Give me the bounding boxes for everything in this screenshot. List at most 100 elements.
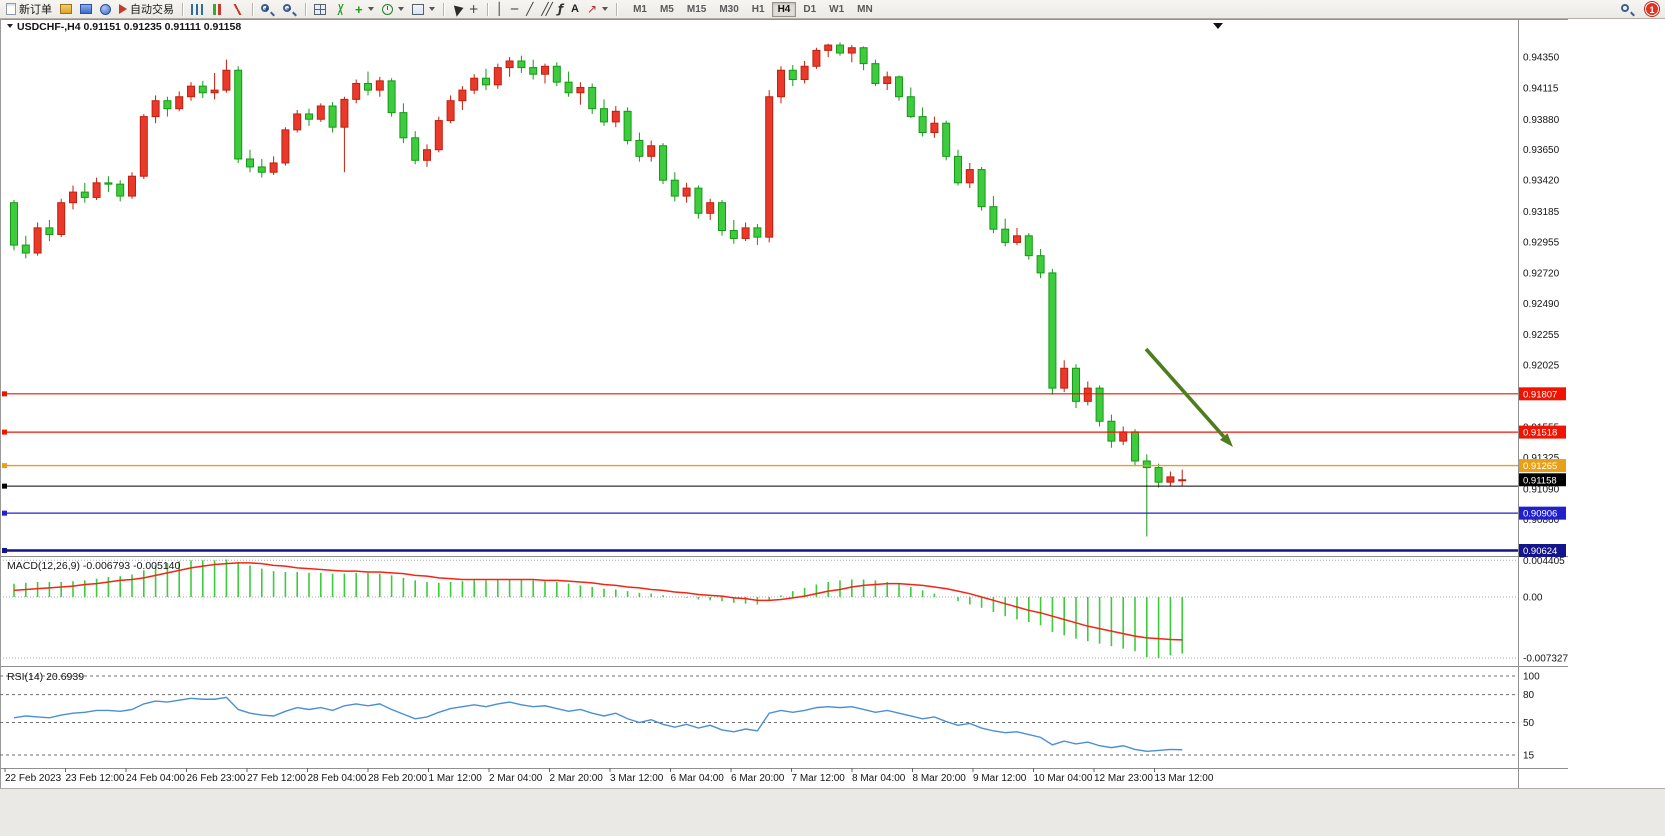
toolbar-separator xyxy=(305,2,306,16)
crosshair-button[interactable]: + xyxy=(468,2,479,16)
candle-body xyxy=(222,69,231,91)
time-axis-label: 6 Mar 04:00 xyxy=(671,773,725,784)
timeframe-d1[interactable]: D1 xyxy=(803,3,817,15)
hline-handle[interactable] xyxy=(2,510,7,516)
time-axis-label: 1 Mar 12:00 xyxy=(429,773,483,784)
timeframe-m1[interactable]: M1 xyxy=(633,3,647,15)
market-watch-button[interactable] xyxy=(76,1,96,18)
candlestick-chart-button[interactable] xyxy=(207,1,227,18)
candle-body xyxy=(788,69,797,81)
candle-body xyxy=(1072,367,1080,402)
symbol-dropdown-icon[interactable] xyxy=(7,24,13,28)
candle-body xyxy=(10,202,18,246)
indicators-button[interactable] xyxy=(330,1,351,18)
tile-windows-button[interactable] xyxy=(310,1,330,18)
candle-body xyxy=(611,110,620,123)
price-badge xyxy=(1519,425,1566,439)
price-axis-label: 0.94115 xyxy=(1523,84,1559,95)
trendline-button[interactable]: ╱ xyxy=(526,2,534,16)
toolbar-separator xyxy=(616,2,618,16)
timeframe-h4[interactable]: H4 xyxy=(771,1,797,17)
line-chart-button[interactable] xyxy=(227,1,248,18)
hline-handle[interactable] xyxy=(2,429,7,435)
channel-button[interactable]: ╱╱ xyxy=(541,2,553,16)
hline-handle[interactable] xyxy=(2,391,7,397)
timeframe-m5[interactable]: M5 xyxy=(659,3,674,15)
zoom-out-button[interactable]: − xyxy=(279,1,301,18)
period-button[interactable] xyxy=(378,1,408,18)
vertical-line-button[interactable]: │ xyxy=(495,2,503,16)
candle-body xyxy=(800,65,809,81)
auto-trading-button[interactable]: 自动交易 xyxy=(115,1,178,18)
timeframe-mn[interactable]: MN xyxy=(857,3,873,15)
candle-body xyxy=(942,122,951,157)
candle-body xyxy=(729,230,738,239)
price-badge-label: 0.91807 xyxy=(1523,389,1557,400)
fibonacci-button[interactable]: ƒ xyxy=(557,2,564,16)
candle-body xyxy=(1001,228,1010,243)
time-axis-label: 27 Feb 12:00 xyxy=(247,773,306,784)
macd-axis-label: 0.004405 xyxy=(1523,556,1565,567)
text-button[interactable]: A xyxy=(571,2,579,15)
candle-body xyxy=(635,139,644,157)
candle-body xyxy=(954,155,962,184)
candle-body xyxy=(552,65,561,83)
arrow-annotation[interactable] xyxy=(1144,347,1226,438)
horizontal-line-button[interactable]: ─ xyxy=(510,2,519,16)
candle-body xyxy=(151,100,160,118)
candle-body xyxy=(139,116,148,177)
candle-body xyxy=(128,175,136,197)
candle-body xyxy=(824,44,833,51)
price-axis-label: 0.93650 xyxy=(1523,145,1560,156)
hline-handle[interactable] xyxy=(2,463,7,469)
navigator-button[interactable] xyxy=(96,1,115,18)
arrow-annotation-head[interactable] xyxy=(1219,433,1233,447)
candle-body xyxy=(1131,431,1139,462)
dropdown-caret-icon[interactable] xyxy=(428,7,435,11)
time-axis-label: 24 Feb 04:00 xyxy=(126,773,185,784)
shapes-button[interactable]: ↗ xyxy=(583,1,612,18)
timeframe-m15[interactable]: M15 xyxy=(686,3,707,15)
price-axis-label: 0.93880 xyxy=(1523,115,1560,126)
candle-body xyxy=(977,169,986,208)
toolbar-separator xyxy=(486,2,488,16)
candle-body xyxy=(69,191,77,204)
new-order-button[interactable]: 新订单 xyxy=(2,1,56,18)
add-indicator-button[interactable]: + xyxy=(351,1,378,18)
candle-body xyxy=(364,82,372,91)
candles xyxy=(10,42,1187,537)
hline-handle[interactable] xyxy=(2,483,7,489)
cursor-button[interactable] xyxy=(448,1,465,18)
candle-body xyxy=(470,77,479,91)
candle-body xyxy=(883,76,892,84)
price-axis-label: 0.91090 xyxy=(1523,484,1560,495)
toolbar-separator xyxy=(182,2,183,16)
notification-badge[interactable]: 1 xyxy=(1645,2,1659,16)
candle-body xyxy=(387,80,396,114)
templates-button[interactable] xyxy=(408,1,439,18)
price-badge-label: 0.90906 xyxy=(1523,509,1557,520)
candle-body xyxy=(623,110,632,141)
chart-shift-marker[interactable] xyxy=(1213,23,1223,29)
chart-background xyxy=(0,19,1665,788)
macd-label: MACD(12,26,9) -0.006793 -0.005140 xyxy=(7,560,181,572)
candle-body xyxy=(847,47,856,54)
search-icon[interactable] xyxy=(1621,3,1635,16)
time-axis-label: 13 Mar 12:00 xyxy=(1155,773,1214,784)
dropdown-caret-icon[interactable] xyxy=(602,7,609,11)
timeframe-h1[interactable]: H1 xyxy=(751,3,765,15)
zoom-in-button[interactable]: + xyxy=(257,1,279,18)
candle-body xyxy=(659,145,667,181)
hline-handle[interactable] xyxy=(2,548,7,554)
candle-body xyxy=(895,76,903,98)
timeframe-w1[interactable]: W1 xyxy=(829,3,845,15)
timeframe-m30[interactable]: M30 xyxy=(719,3,739,15)
charts-panel-button[interactable] xyxy=(56,1,76,18)
candle-body xyxy=(765,96,774,238)
candle-body xyxy=(352,82,361,100)
dropdown-caret-icon[interactable] xyxy=(367,7,374,11)
candle-body xyxy=(1083,387,1092,402)
dropdown-caret-icon[interactable] xyxy=(397,7,404,11)
bar-chart-button[interactable] xyxy=(187,1,207,18)
